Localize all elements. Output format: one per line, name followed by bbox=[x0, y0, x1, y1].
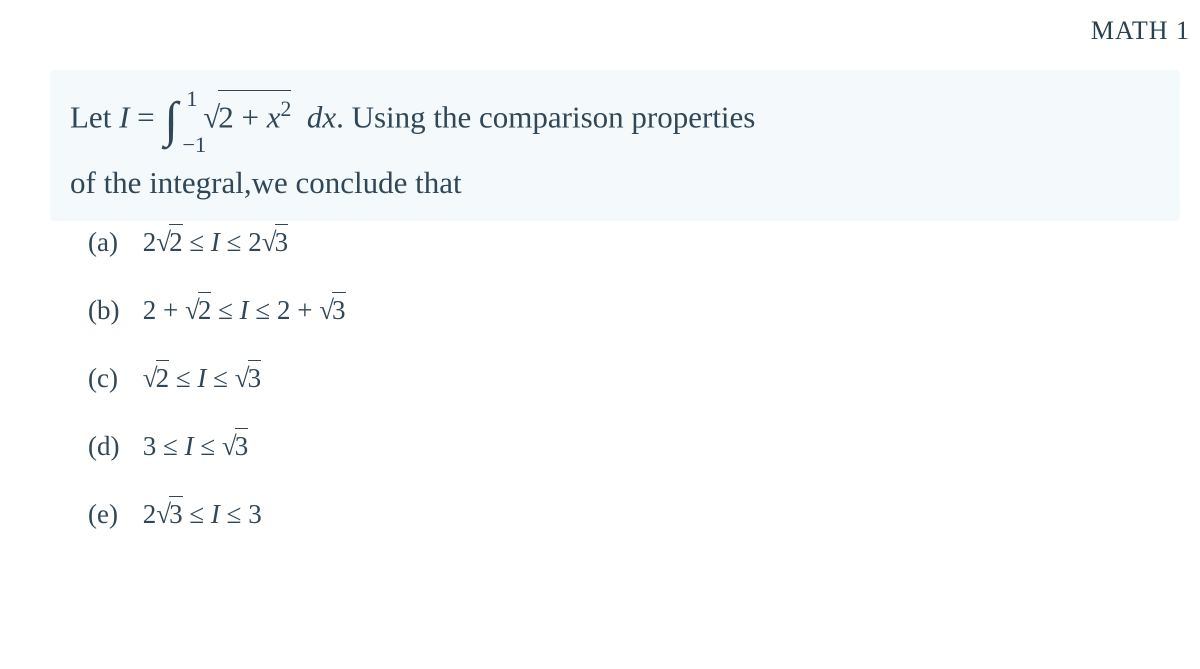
option-label: (b) bbox=[88, 295, 136, 326]
integrand-const: 2 + bbox=[218, 100, 266, 135]
integrand-power: 2 bbox=[280, 97, 291, 121]
option-math: 2√3 ≤ I ≤ 3 bbox=[143, 499, 262, 529]
var: I bbox=[185, 431, 194, 461]
course-header: MATH 1 bbox=[1091, 16, 1190, 46]
var: I bbox=[197, 363, 206, 393]
coeff: 2 bbox=[248, 227, 262, 257]
radicand: 3 bbox=[248, 360, 262, 394]
integral-sign: ∫−11 bbox=[164, 82, 178, 159]
question-prefix: Let bbox=[70, 100, 119, 135]
option-e: (e) 2√3 ≤ I ≤ 3 bbox=[88, 496, 346, 530]
option-math: 2√2 ≤ I ≤ 2√3 bbox=[143, 227, 288, 257]
option-label: (d) bbox=[88, 431, 136, 462]
option-d: (d) 3 ≤ I ≤ √3 bbox=[88, 428, 346, 462]
options-list: (a) 2√2 ≤ I ≤ 2√3 (b) 2 + √2 ≤ I ≤ 2 + √… bbox=[88, 224, 346, 564]
integrand-sqrt: √2 + x2 bbox=[203, 90, 291, 141]
option-math: 2 + √2 ≤ I ≤ 2 + √3 bbox=[143, 295, 346, 325]
radicand: 3 bbox=[275, 224, 289, 258]
pre: 2 + bbox=[143, 295, 185, 325]
question-lhs: I bbox=[119, 100, 129, 135]
option-math: 3 ≤ I ≤ √3 bbox=[143, 431, 248, 461]
pre: 2 + bbox=[277, 295, 319, 325]
coeff: 2 bbox=[143, 227, 157, 257]
integrand-dx: dx bbox=[307, 100, 336, 135]
radicand: 3 bbox=[235, 428, 249, 462]
option-math: √2 ≤ I ≤ √3 bbox=[143, 363, 261, 393]
page: MATH 1 Let I = ∫−11 √2 + x2 dx. Using th… bbox=[0, 0, 1200, 669]
option-label: (e) bbox=[88, 499, 136, 530]
var: I bbox=[211, 499, 220, 529]
integrand-var: x bbox=[267, 100, 281, 135]
question-after: . Using the comparison properties bbox=[336, 100, 755, 135]
radicand: 3 bbox=[332, 292, 346, 326]
question-line2: of the integral,we conclude that bbox=[70, 165, 462, 200]
plain: 3 bbox=[143, 431, 157, 461]
option-a: (a) 2√2 ≤ I ≤ 2√3 bbox=[88, 224, 346, 258]
radicand: 2 bbox=[156, 360, 170, 394]
radicand: 2 bbox=[169, 224, 183, 258]
integral-upper: 1 bbox=[186, 82, 197, 117]
var: I bbox=[240, 295, 249, 325]
option-b: (b) 2 + √2 ≤ I ≤ 2 + √3 bbox=[88, 292, 346, 326]
radicand: 2 bbox=[198, 292, 212, 326]
plain: 3 bbox=[248, 499, 262, 529]
question-box: Let I = ∫−11 √2 + x2 dx. Using the compa… bbox=[50, 70, 1180, 221]
option-c: (c) √2 ≤ I ≤ √3 bbox=[88, 360, 346, 394]
coeff: 2 bbox=[143, 499, 157, 529]
var: I bbox=[211, 227, 220, 257]
question-equals: = bbox=[129, 100, 162, 135]
radicand: 3 bbox=[169, 496, 183, 530]
option-label: (a) bbox=[88, 227, 136, 258]
option-label: (c) bbox=[88, 363, 136, 394]
